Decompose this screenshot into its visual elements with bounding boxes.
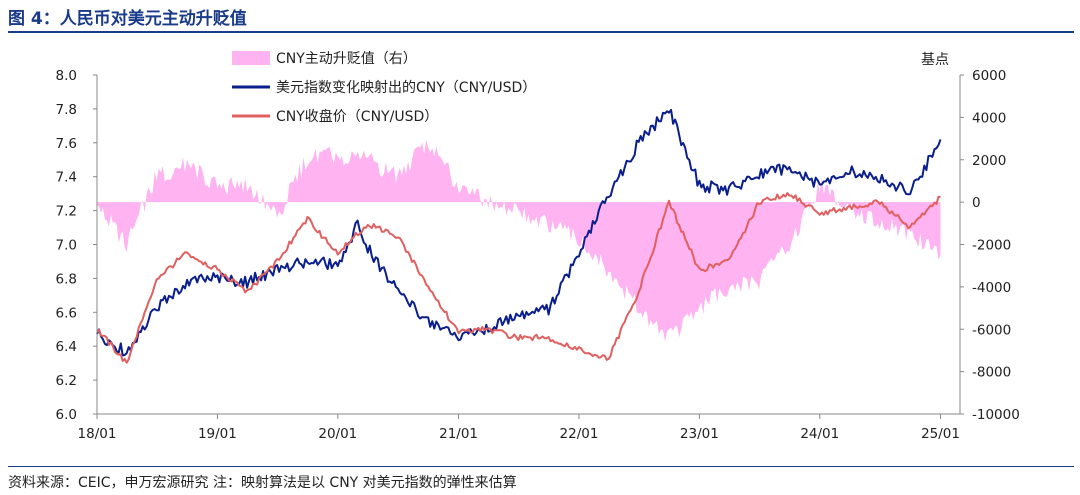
left-tick-label-0: 6.0 [56,407,77,423]
right-tick-label-8: 6000 [972,68,1006,84]
legend: CNY主动升贬值（右） 美元指数变化映射出的CNY（CNY/USD） CNY收盘价（… [232,51,536,125]
left-tick-label-2: 6.4 [56,339,77,355]
line-series-layer [96,108,942,364]
left-tick-label-7: 7.4 [56,170,77,186]
area-series-layer [97,139,941,342]
x-tick-label-2: 20/01 [318,426,357,442]
line-series-2 [96,192,941,364]
right-tick-label-6: 2000 [972,153,1006,169]
footnote-rule [8,466,1074,467]
line-series-1 [96,108,942,357]
x-tick-label-3: 21/01 [439,426,478,442]
left-tick-label-3: 6.6 [56,305,77,321]
left-tick-label-4: 6.8 [56,271,77,287]
legend-swatch-0 [232,51,270,65]
right-tick-label-3: -4000 [972,280,1011,296]
right-axis-unit: 基点 [921,51,949,68]
x-tick-label-5: 23/01 [680,426,719,442]
axes-layer: 6.0 6.2 6.4 6.6 6.8 7.0 7.2 7.4 7.6 7.8 8.0 -10000 -… [56,51,1020,442]
right-tick-label-5: 0 [972,195,981,211]
left-tick-label-9: 7.8 [56,102,77,118]
source-note: 资料来源：CEIC，申万宏源研究 注：映射算法是以 CNY 对美元指数的弹性来估… [8,475,517,491]
right-tick-label-2: -6000 [972,322,1011,338]
title-rule [8,31,1074,33]
x-tick-label-4: 22/01 [560,426,599,442]
right-tick-label-4: -2000 [972,238,1011,254]
left-tick-label-1: 6.2 [56,373,77,389]
area-series-0 [97,139,941,342]
left-tick-label-8: 7.6 [56,136,77,152]
figure-title: 图 4：人民币对美元主动升贬值 [8,9,247,29]
legend-label-1: 美元指数变化映射出的CNY（CNY/USD） [276,80,536,96]
x-tick-label-6: 24/01 [800,426,839,442]
legend-label-2: CNY收盘价（CNY/USD） [276,108,438,125]
left-tick-label-6: 7.2 [56,204,77,220]
x-tick-label-7: 25/01 [921,426,960,442]
right-tick-label-0: -10000 [972,407,1020,423]
left-tick-label-5: 7.0 [56,238,77,254]
right-tick-label-7: 4000 [972,110,1006,126]
left-tick-label-10: 8.0 [56,68,77,84]
x-tick-label-0: 18/01 [78,426,117,442]
legend-label-0: CNY主动升贬值（右） [276,51,417,67]
x-tick-label-1: 19/01 [198,426,237,442]
right-tick-label-1: -8000 [972,365,1011,381]
